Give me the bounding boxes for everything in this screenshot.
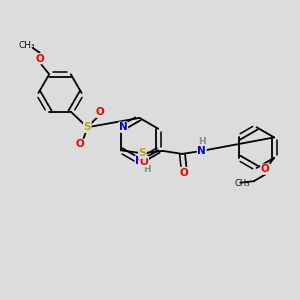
Text: CH₃: CH₃ <box>18 41 35 50</box>
Text: S: S <box>84 122 91 132</box>
Text: O: O <box>261 164 269 174</box>
Text: O: O <box>140 157 148 166</box>
Text: O: O <box>35 54 44 64</box>
Text: N: N <box>135 156 144 166</box>
Text: N: N <box>197 146 206 156</box>
Text: CH₃: CH₃ <box>234 179 250 188</box>
Text: O: O <box>75 140 84 149</box>
Text: H: H <box>143 165 151 174</box>
Text: N: N <box>119 122 128 132</box>
Text: H: H <box>199 137 206 146</box>
Text: O: O <box>179 167 188 178</box>
Text: O: O <box>96 107 105 117</box>
Text: S: S <box>139 148 146 158</box>
